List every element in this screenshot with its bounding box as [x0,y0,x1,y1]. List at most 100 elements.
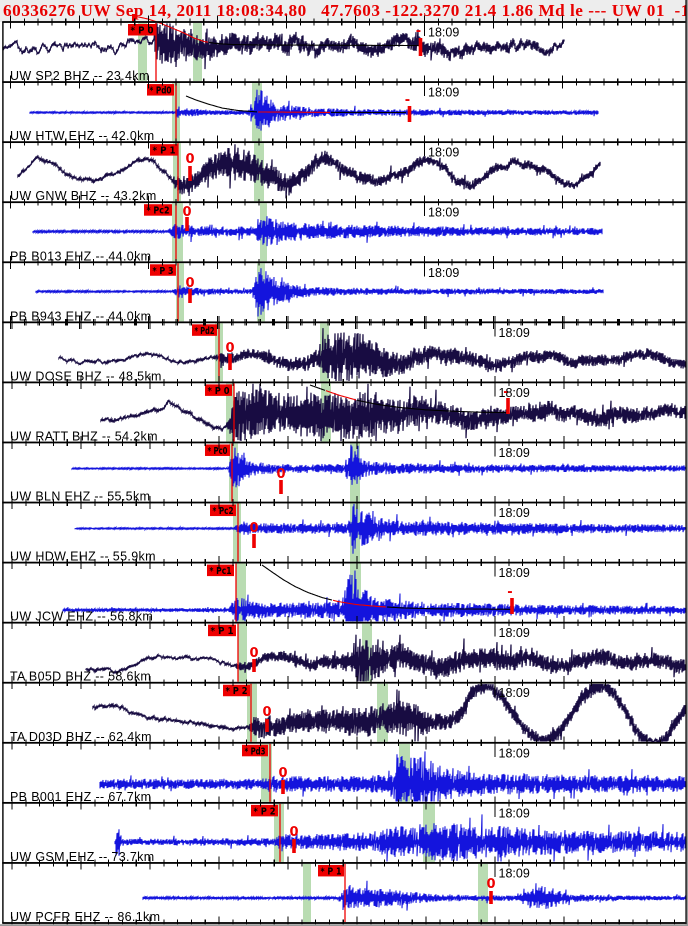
pick-window-band [303,863,311,923]
pick-flag-box [192,324,217,336]
trace-panel: * Pd0 - 18:09 UW HTW EHZ -- 42.0km [10,82,599,143]
pick-flag-label: * Pc2 [213,506,234,517]
waveform-trace[interactable] [114,814,686,862]
station-label: UW HDW EHZ -- 55.9km [10,550,156,564]
pick-flag-box [242,744,268,757]
zero-amp-marker[interactable]: 0 [262,705,272,732]
coda-decay-curve [208,41,419,47]
p-pick-flag[interactable]: * Pc1 [207,564,234,578]
zero-amp-marker[interactable]: 0 [185,276,195,303]
time-label: 18:09 [499,626,530,640]
time-label: 18:09 [499,506,530,520]
marker-glyph: 0 [249,646,258,661]
zero-amp-marker[interactable]: 0 [289,825,299,853]
zero-amp-marker[interactable]: 0 [225,341,235,370]
p-pick-flag[interactable]: * Pc2 [144,204,172,217]
pick-flag-box [205,384,232,396]
trace-panel: * P 0 -18:09 UW RATT BHZ -- 54.2km [10,382,686,443]
origin-time-tick [132,14,135,22]
marker-bar [510,598,514,614]
p-pick-flag[interactable]: * Pc2 [210,504,236,518]
zero-amp-marker[interactable]: 0 [185,152,195,181]
waveform-trace[interactable] [2,23,565,70]
waveform-trace[interactable] [32,216,603,247]
p-pick-flag[interactable]: * Pd0 [147,84,174,97]
waveform-trace[interactable] [58,328,686,382]
pick-window-band [226,383,234,442]
time-label: 18:09 [499,326,530,340]
window-right-edge [686,0,688,926]
pick-window-band [236,563,246,622]
zero-amp-marker[interactable]: 0 [486,877,496,904]
pick-flag-box [144,204,172,216]
zero-amp-marker[interactable]: 0 [249,521,259,548]
pick-window-band [247,683,257,742]
p-pick-flag[interactable]: * Pc0 [205,444,230,457]
station-label: UW GNW BHZ -- 43.2km [10,189,157,203]
waveform-trace[interactable] [29,89,599,131]
p-pick-flag[interactable]: * P 3 [150,264,176,277]
pick-flag-label: * P 1 [321,866,342,877]
p-pick-flag[interactable]: * P 2 [223,684,250,698]
pick-flag-box [251,804,278,817]
p-pick-flag[interactable]: * P 1 [208,624,236,638]
zero-amp-marker[interactable]: 0 [276,467,286,494]
waveform-trace[interactable] [99,751,686,802]
pick-flag-box [147,84,174,96]
pick-flag-label: * P 2 [226,686,248,697]
panel-boundary-line [2,441,686,444]
marker-glyph: 0 [249,521,258,536]
p-pick-flag[interactable]: * P 0 [128,24,156,37]
marker-glyph: - [507,585,512,600]
pick-flag-box [128,24,156,36]
p-pick-flag[interactable]: * Pd3 [242,744,268,758]
coda-end-marker[interactable]: - [405,93,412,122]
panel-boundary-line [2,81,686,83]
pick-flag-box [150,264,176,276]
window-bottom-edge [0,924,688,926]
panel-boundary-line [2,501,686,504]
pick-window-band [274,803,284,862]
waveform-trace[interactable] [92,683,686,744]
coda-end-marker[interactable]: - [507,585,514,614]
panel-boundary-line [2,381,686,384]
marker-bar [265,719,269,732]
p-pick-flag[interactable]: * P 2 [251,804,278,818]
pick-flag-box [318,864,344,877]
marker-glyph: - [416,24,421,39]
waveform-trace[interactable] [85,634,686,682]
waveform-trace[interactable] [100,383,686,442]
time-label: 18:09 [428,266,459,280]
zero-amp-marker[interactable]: 0 [249,646,259,672]
pick-flag-label: * P 0 [131,26,154,37]
coda-end-marker[interactable]: - [416,24,423,56]
panel-boundary-line [2,561,686,564]
marker-glyph: 0 [225,341,234,356]
zero-amp-marker[interactable]: 0 [278,766,288,794]
panel-boundary-line [2,681,686,684]
trace-panel: * P 2 0 18:09 UW GSM EHZ -- 73.7km [10,802,686,864]
panel-boundary-line [2,21,686,23]
p-pick-flag[interactable]: * P 1 [318,864,344,878]
time-label: 18:09 [499,866,530,880]
zero-amp-marker[interactable]: 0 [182,205,192,231]
waveform-trace[interactable] [74,503,686,554]
marker-glyph: 0 [262,705,271,720]
waveform-trace[interactable] [142,880,686,911]
pick-flag-box [150,144,178,156]
waveform-trace[interactable] [71,444,686,488]
pick-flag-label: * P 1 [153,146,176,157]
waveform-trace[interactable] [62,570,686,622]
panel-boundary-line [2,862,686,864]
waveform-trace[interactable] [35,268,604,317]
pick-window-band [173,143,181,202]
p-pick-flag[interactable]: * Pd2 [192,324,217,337]
coda-end-marker[interactable]: - [503,385,510,414]
plot-right-border [685,0,687,925]
marker-bar [407,106,412,122]
waveform-trace[interactable] [17,144,601,199]
p-pick-flag[interactable]: * P 1 [150,144,178,157]
p-pick-flag[interactable]: * P 0 [205,384,232,397]
